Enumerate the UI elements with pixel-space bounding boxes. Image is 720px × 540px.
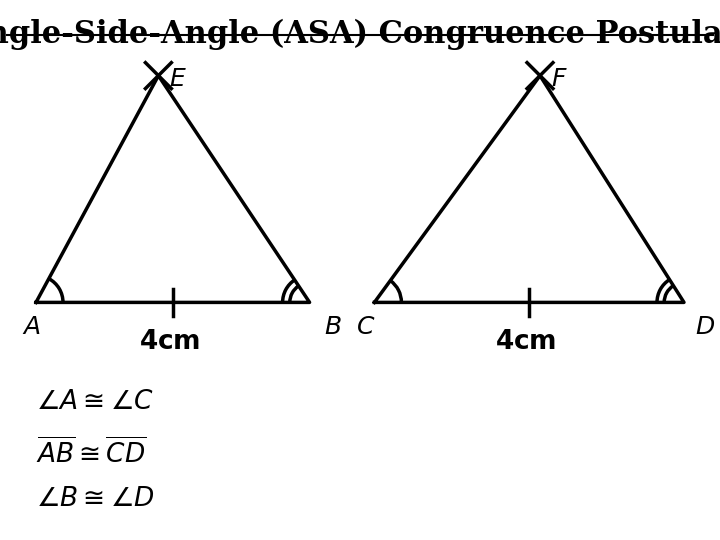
Text: $F$: $F$	[551, 68, 567, 91]
Text: $\mathit{\mathbf{4cm}}$: $\mathit{\mathbf{4cm}}$	[138, 329, 200, 354]
Text: $\angle B \cong \angle D$: $\angle B \cong \angle D$	[36, 486, 155, 511]
Text: $E$: $E$	[169, 68, 187, 91]
Text: $\mathit{\mathbf{4cm}}$: $\mathit{\mathbf{4cm}}$	[495, 329, 557, 354]
Text: $\angle A \cong \angle C$: $\angle A \cong \angle C$	[36, 389, 154, 414]
Text: Angle-Side-Angle (ASA) Congruence Postulate: Angle-Side-Angle (ASA) Congruence Postul…	[0, 19, 720, 50]
Text: $A$: $A$	[22, 316, 40, 339]
Text: $\overline{AB} \cong \overline{CD}$: $\overline{AB} \cong \overline{CD}$	[36, 437, 147, 468]
Text: $D$: $D$	[695, 316, 715, 339]
Text: $B$: $B$	[324, 316, 341, 339]
Text: $C$: $C$	[356, 316, 376, 339]
